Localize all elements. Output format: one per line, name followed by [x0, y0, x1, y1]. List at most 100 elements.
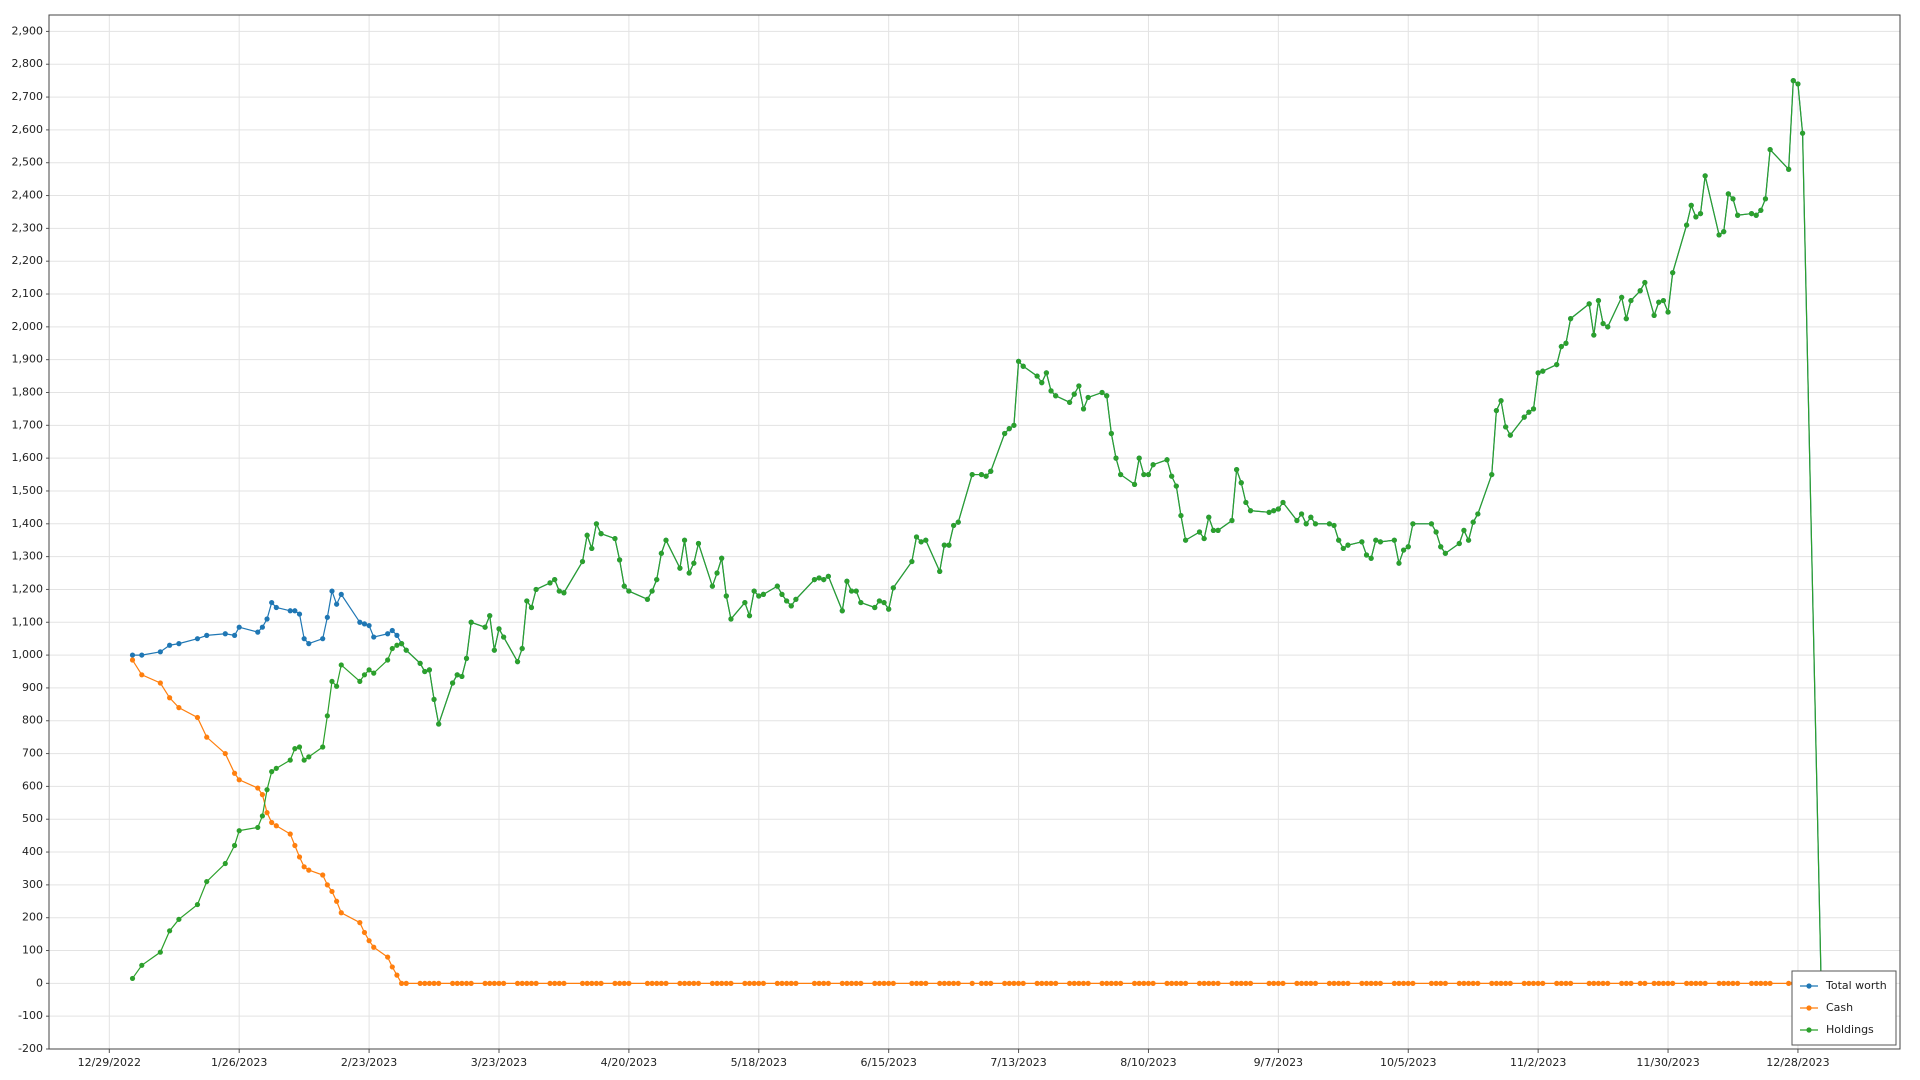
point: [1665, 309, 1671, 315]
point: [1136, 980, 1142, 986]
x-tick-label: 12/29/2022: [78, 1056, 141, 1069]
point: [1136, 455, 1142, 461]
point: [1702, 173, 1708, 179]
point: [1234, 980, 1240, 986]
point: [612, 980, 618, 986]
point: [1465, 537, 1472, 543]
point: [422, 980, 428, 986]
point: [301, 636, 307, 642]
point: [292, 842, 298, 849]
point: [1503, 980, 1509, 986]
legend: Total worth Cash Holdings: [1791, 970, 1897, 1046]
point: [1795, 81, 1801, 87]
point: [579, 980, 586, 986]
y-tick-label: 200: [22, 911, 43, 924]
point: [788, 980, 794, 986]
point: [1748, 210, 1755, 217]
point: [547, 980, 553, 986]
point: [338, 662, 344, 668]
point: [468, 619, 474, 625]
point: [306, 867, 312, 873]
point: [1767, 146, 1773, 153]
y-tick-label: 2,900: [12, 24, 44, 37]
point: [1145, 980, 1152, 986]
point: [231, 842, 238, 849]
point: [612, 535, 618, 542]
point: [988, 980, 994, 986]
point: [1085, 980, 1091, 986]
point: [1164, 457, 1170, 463]
point: [1271, 980, 1277, 986]
y-tick-label: 1,000: [12, 648, 44, 661]
point: [1247, 980, 1254, 986]
point: [1753, 980, 1759, 986]
point: [1790, 78, 1796, 84]
point: [292, 608, 298, 614]
point: [519, 645, 525, 652]
point: [1039, 380, 1045, 386]
point: [454, 980, 460, 986]
point: [552, 576, 558, 583]
point: [463, 655, 470, 661]
point: [450, 680, 456, 686]
point: [1210, 980, 1217, 986]
point: [756, 593, 762, 599]
point: [194, 636, 201, 642]
point: [1586, 980, 1592, 986]
point: [779, 980, 785, 986]
point: [969, 980, 975, 986]
point: [366, 667, 372, 673]
point: [1294, 980, 1300, 986]
point: [1456, 540, 1462, 547]
point: [1210, 527, 1217, 533]
point: [969, 471, 975, 478]
point: [501, 634, 507, 640]
point: [621, 980, 627, 986]
point: [839, 980, 845, 986]
point: [723, 593, 729, 599]
point: [1345, 542, 1351, 548]
point: [751, 980, 757, 986]
point: [1558, 980, 1564, 986]
point: [1108, 430, 1114, 437]
point: [746, 980, 753, 986]
point: [556, 980, 562, 986]
point: [825, 573, 831, 579]
point: [1563, 340, 1569, 346]
point: [686, 570, 692, 576]
point: [1141, 980, 1147, 986]
point: [858, 599, 864, 606]
point: [1730, 980, 1736, 986]
point: [1762, 980, 1769, 986]
grid: [49, 15, 1900, 1050]
point: [1600, 320, 1606, 327]
point: [1150, 462, 1156, 468]
point: [129, 657, 136, 663]
point: [1688, 202, 1694, 208]
point: [1405, 980, 1411, 986]
point: [524, 598, 530, 604]
legend-label: Total worth: [1825, 979, 1887, 992]
point: [1331, 522, 1337, 529]
point: [1595, 980, 1602, 986]
point: [329, 588, 335, 594]
point: [1642, 980, 1648, 986]
point: [890, 585, 896, 591]
point: [1043, 980, 1050, 986]
x-tick-label: 12/28/2023: [1766, 1056, 1829, 1069]
point: [556, 588, 562, 594]
point: [1229, 980, 1235, 986]
point: [858, 980, 864, 986]
point: [988, 468, 994, 474]
point: [1396, 980, 1402, 986]
point: [496, 626, 502, 632]
point: [236, 828, 242, 834]
point: [357, 920, 363, 926]
x-tick-label: 9/7/2023: [1254, 1056, 1303, 1069]
point: [890, 980, 896, 986]
point: [259, 813, 265, 819]
point: [1131, 980, 1138, 986]
y-tick-label: 1,800: [12, 385, 44, 398]
point: [1470, 980, 1476, 986]
